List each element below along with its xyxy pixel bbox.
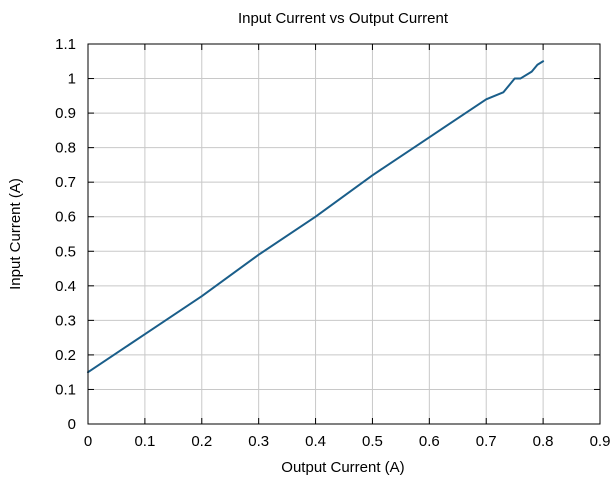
y-tick-label: 0.1 (55, 381, 76, 398)
y-tick-labels: 0 0.1 0.2 0.3 0.4 0.5 0.6 0.7 0.8 0.9 1 1.1 (55, 36, 76, 433)
ticks (87, 43, 601, 425)
x-tick-label: 0 (84, 433, 92, 450)
x-axis-label: Output Current (A) (281, 459, 404, 476)
x-tick-label: 0.2 (191, 433, 212, 450)
y-tick-label: 1 (68, 71, 76, 88)
x-tick-labels: 0 0.1 0.2 0.3 0.4 0.5 0.6 0.7 0.8 0.9 (84, 433, 611, 450)
y-tick-label: 0.2 (55, 347, 76, 364)
y-tick-label: 0.7 (55, 174, 76, 191)
y-tick-label: 0.4 (55, 278, 76, 295)
y-tick-label: 0 (68, 416, 76, 433)
y-axis-label: Input Current (A) (7, 178, 24, 290)
x-tick-label: 0.3 (248, 433, 269, 450)
grid (88, 44, 600, 424)
x-tick-label: 0.4 (305, 433, 326, 450)
chart-title: Input Current vs Output Current (238, 10, 449, 27)
plot-frame (87, 43, 601, 425)
x-tick-label: 0.5 (362, 433, 383, 450)
series-layer (87, 60, 545, 374)
series-line-0 (87, 60, 545, 374)
y-tick-label: 0.9 (55, 105, 76, 122)
x-tick-label: 0.9 (590, 433, 611, 450)
y-tick-label: 1.1 (55, 36, 76, 53)
x-tick-label: 0.1 (134, 433, 155, 450)
y-tick-label: 0.5 (55, 243, 76, 260)
y-tick-label: 0.6 (55, 209, 76, 226)
x-tick-label: 0.6 (419, 433, 440, 450)
x-tick-label: 0.8 (533, 433, 554, 450)
x-tick-label: 0.7 (476, 433, 497, 450)
y-tick-label: 0.3 (55, 312, 76, 329)
y-tick-label: 0.8 (55, 140, 76, 157)
